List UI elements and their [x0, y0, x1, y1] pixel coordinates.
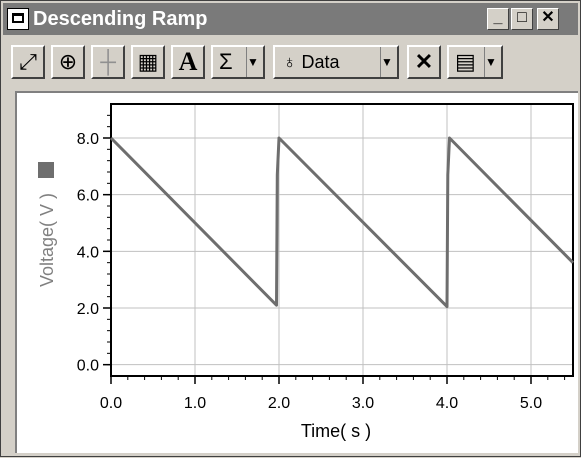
- graph-options-icon: ▤: [455, 49, 476, 74]
- calculator-icon: ▦: [137, 49, 159, 74]
- chevron-down-icon[interactable]: ▼: [246, 47, 263, 77]
- close-button[interactable]: ✕: [537, 8, 559, 30]
- minimize-button[interactable]: _: [487, 8, 509, 30]
- y-tick-label: 2.0: [77, 301, 99, 318]
- graph-panel[interactable]: [15, 91, 578, 453]
- text-a-icon: A: [178, 47, 198, 76]
- data-button-label: Data: [301, 52, 340, 72]
- graph-toolbar: ⤢ ⊕ ┼ ▦ A Σ ▼ ♁ Data ▼ ✕ ▤ ▼: [3, 37, 578, 87]
- x-tick-label: 2.0: [268, 395, 290, 412]
- x-tick-label: 1.0: [184, 395, 206, 412]
- autoscale-icon: ⤢: [19, 49, 37, 74]
- maximize-button[interactable]: □: [511, 8, 533, 30]
- series-legend-swatch[interactable]: [38, 162, 54, 178]
- zoom-in-icon: ⊕: [58, 49, 78, 74]
- examine-button[interactable]: ┼: [91, 45, 125, 79]
- window-title: Descending Ramp: [33, 8, 208, 30]
- y-tick-label: 0.0: [77, 358, 99, 375]
- y-tick-label: 4.0: [77, 244, 99, 261]
- examine-crosshair-icon: ┼: [100, 49, 116, 74]
- axis-ticks: 0.0 1.0 2.0 3.0 4.0 5.0 0.0 2.0 4.0 6.0 8.0: [77, 114, 566, 412]
- y-axis-label: Voltage( V ): [37, 193, 57, 287]
- chevron-down-icon[interactable]: ▼: [380, 47, 397, 77]
- statistics-button[interactable]: ▦: [131, 45, 165, 79]
- plot-frame: [110, 103, 574, 377]
- autoscale-button[interactable]: ⤢: [11, 45, 45, 79]
- app-icon[interactable]: [7, 8, 29, 30]
- x-tick-label: 4.0: [436, 395, 458, 412]
- annotation-button[interactable]: A: [171, 45, 205, 79]
- data-button[interactable]: ♁ Data ▼: [273, 45, 399, 79]
- zoom-in-button[interactable]: ⊕: [51, 45, 85, 79]
- graph-options-button[interactable]: ▤ ▼: [447, 45, 503, 79]
- delete-button[interactable]: ✕: [407, 45, 441, 79]
- x-tick-label: 5.0: [520, 395, 542, 412]
- drop-icon: ♁: [283, 52, 297, 72]
- x-tick-label: 3.0: [352, 395, 374, 412]
- y-tick-label: 6.0: [77, 188, 99, 205]
- series-group: [109, 136, 575, 309]
- title-bar[interactable]: Descending Ramp _ □ ✕: [3, 3, 578, 35]
- chart-grid: [110, 104, 573, 376]
- sigma-icon: Σ: [219, 49, 233, 74]
- y-tick-label: 8.0: [77, 131, 99, 148]
- x-tick-label: 0.0: [100, 395, 122, 412]
- sigma-button[interactable]: Σ ▼: [211, 45, 265, 79]
- chevron-down-icon[interactable]: ▼: [484, 47, 501, 77]
- x-icon: ✕: [414, 49, 434, 74]
- data-series-line: [109, 136, 575, 309]
- x-axis-label: Time( s ): [301, 421, 371, 441]
